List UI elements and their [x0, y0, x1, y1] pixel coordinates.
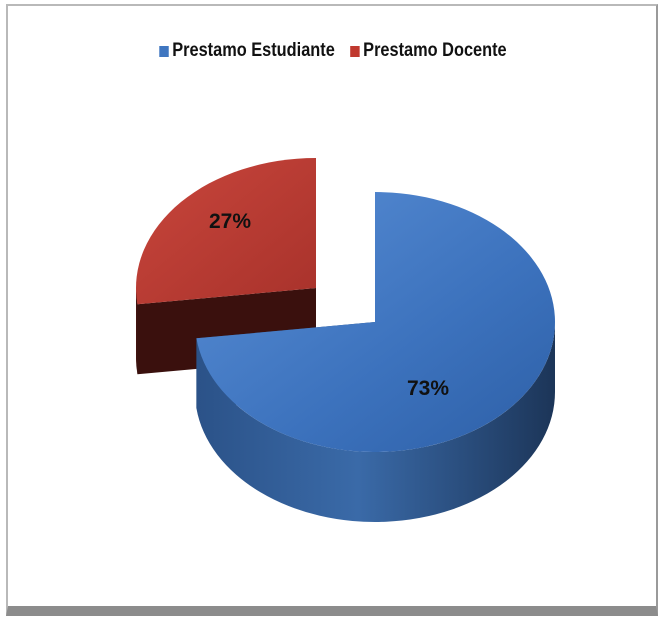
legend-swatch-estudiante: [159, 45, 169, 57]
slice-docente: [135, 158, 316, 305]
slice-estudiante-side: [196, 322, 556, 523]
legend-label-estudiante: Prestamo Estudiante: [172, 40, 335, 61]
legend-label-docente: Prestamo Docente: [363, 40, 507, 61]
chart-legend: Prestamo Estudiante Prestamo Docente: [47, 40, 620, 62]
legend-item-estudiante: Prestamo Estudiante: [159, 40, 335, 62]
data-label-estudiante: 73%: [407, 377, 449, 400]
legend-swatch-docente: [350, 45, 360, 57]
slice-estudiante: [196, 192, 556, 453]
slice-docente-front: [136, 288, 138, 375]
legend-item-docente: Prestamo Docente: [350, 40, 507, 62]
data-label-docente: 27%: [209, 210, 251, 233]
